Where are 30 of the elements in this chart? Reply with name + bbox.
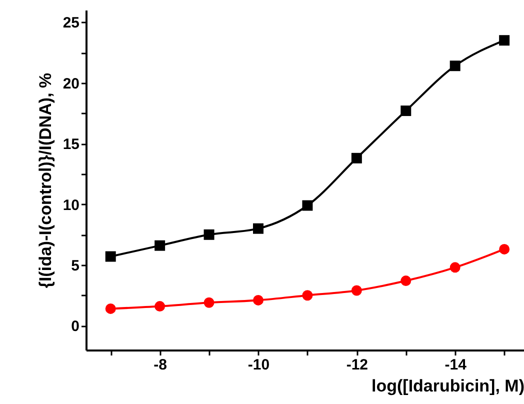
point [253, 294, 264, 306]
point [105, 303, 116, 314]
point [302, 200, 313, 211]
point [450, 262, 460, 273]
point [154, 301, 166, 312]
x-axis-title: log([Idarubicin], M) [372, 376, 524, 396]
x-tick-label: -8 [154, 356, 167, 374]
point [253, 223, 264, 234]
point [400, 106, 412, 116]
y-tick-label: 15 [62, 136, 80, 154]
point [450, 60, 460, 72]
y-tick-label: 0 [71, 318, 80, 336]
point [351, 152, 362, 164]
point [105, 251, 116, 262]
y-axis-title: {I(ida)-I(control)}/I(DNA), % [36, 72, 55, 288]
y-tick-label: 10 [62, 196, 80, 214]
x-tick-label: -14 [444, 356, 468, 374]
y-tick-label: 5 [71, 258, 80, 274]
x-tick-label: -10 [248, 356, 270, 374]
point [204, 229, 214, 240]
x-tick-label: -12 [346, 356, 368, 374]
point [499, 35, 510, 46]
point [400, 276, 412, 286]
point [154, 240, 166, 251]
point [204, 297, 214, 308]
point [351, 285, 362, 296]
y-tick-label: 25 [62, 14, 80, 32]
y-tick-label: 20 [62, 75, 80, 92]
point [302, 290, 313, 301]
point [499, 244, 510, 254]
